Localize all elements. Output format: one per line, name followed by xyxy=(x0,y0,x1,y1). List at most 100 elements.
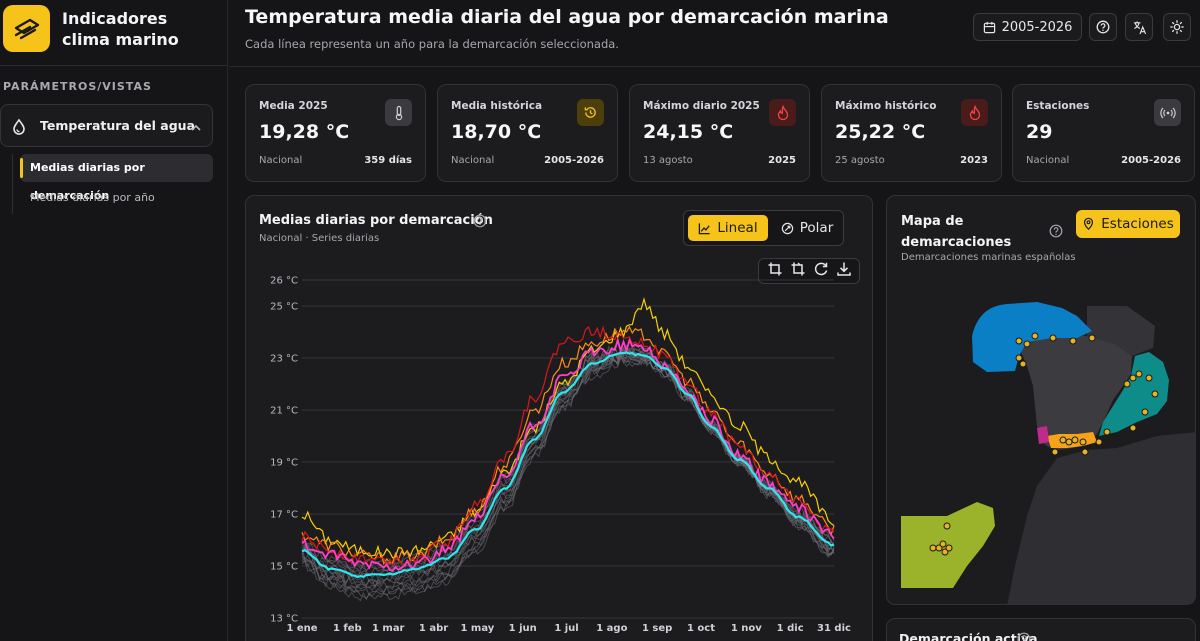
help-button[interactable] xyxy=(1089,13,1117,41)
station-marker[interactable] xyxy=(943,522,951,530)
station-marker[interactable] xyxy=(1065,438,1073,446)
stat-card-value: 29 xyxy=(1026,121,1053,143)
zoom-area-icon[interactable] xyxy=(767,261,783,281)
station-marker[interactable] xyxy=(1079,438,1087,446)
download-icon[interactable] xyxy=(836,261,852,281)
restore-icon[interactable] xyxy=(813,261,829,281)
station-marker[interactable] xyxy=(1059,436,1067,444)
station-marker[interactable] xyxy=(1031,332,1039,340)
toggle-polar-label: Polar xyxy=(799,220,834,236)
sidebar: Indicadores clima marino PARÁMETROS/VIST… xyxy=(0,0,228,641)
station-marker[interactable] xyxy=(945,544,953,552)
station-marker[interactable] xyxy=(1123,380,1131,388)
stat-card-scope: Nacional xyxy=(1026,155,1070,166)
map-sudatlantica[interactable] xyxy=(1037,426,1049,444)
station-marker[interactable] xyxy=(939,540,947,548)
stations-button[interactable]: Estaciones xyxy=(1076,210,1180,238)
help-icon[interactable] xyxy=(1017,631,1031,641)
polar-chart-icon xyxy=(781,222,793,234)
flame-icon xyxy=(961,99,988,126)
map-pin-icon xyxy=(1084,217,1094,231)
stat-card-date: 13 agosto xyxy=(643,155,693,166)
y-tick-label: 25 °C xyxy=(270,302,298,313)
map-panel: Mapa de demarcaciones Demarcaciones mari… xyxy=(886,195,1196,605)
station-marker[interactable] xyxy=(1151,390,1159,398)
station-marker[interactable] xyxy=(1015,354,1023,362)
chart-panel-title: Medias diarias por demarcación xyxy=(259,213,493,228)
map-panel-title: Mapa de demarcaciones xyxy=(901,214,1012,250)
theme-toggle-button[interactable] xyxy=(1163,13,1191,41)
flame-icon xyxy=(769,99,796,126)
date-range-button[interactable]: 2005-2026 xyxy=(973,13,1082,41)
stat-card-value: 25,22 °C xyxy=(835,121,926,143)
station-marker[interactable] xyxy=(1141,408,1149,416)
map-land-iberia xyxy=(1019,334,1132,450)
station-marker[interactable] xyxy=(1129,374,1137,382)
station-marker[interactable] xyxy=(1019,360,1027,368)
series-line-1 xyxy=(301,325,835,566)
station-marker[interactable] xyxy=(1129,424,1137,432)
line-chart-icon xyxy=(699,222,711,234)
x-tick-label: 1 mar xyxy=(372,623,405,634)
stat-card-scope: Nacional xyxy=(451,155,495,166)
help-icon[interactable] xyxy=(1049,223,1063,242)
antenna-icon xyxy=(1154,99,1181,126)
map-levantino-balear[interactable] xyxy=(1099,352,1169,436)
brand-title: Indicadores clima marino xyxy=(62,8,212,50)
stat-card-year: 2023 xyxy=(960,155,988,166)
station-marker[interactable] xyxy=(1071,436,1079,444)
brand: Indicadores clima marino xyxy=(0,0,228,66)
station-marker[interactable] xyxy=(1095,438,1103,446)
station-markers xyxy=(929,332,1159,556)
station-marker[interactable] xyxy=(941,548,949,556)
water-temperature-icon xyxy=(10,118,28,140)
sidebar-item-medias-anio[interactable]: Medias diarias por año xyxy=(30,191,155,204)
stat-card-label: Media 2025 xyxy=(259,100,328,112)
date-range-label: 2005-2026 xyxy=(1001,19,1073,35)
chart-panel-subtitle: Nacional · Series diarias xyxy=(259,233,380,244)
series-line-background-year xyxy=(301,350,835,590)
y-tick-label: 13 °C xyxy=(270,614,298,625)
sidebar-item-medias-demarcacion[interactable]: Medias diarias por demarcación xyxy=(20,154,213,202)
stat-card-value: 24,15 °C xyxy=(643,121,734,143)
toggle-polar-button[interactable]: Polar xyxy=(774,215,840,241)
stat-card-date: 25 agosto xyxy=(835,155,885,166)
y-tick-label: 19 °C xyxy=(270,458,298,469)
sidebar-group-water-temperature[interactable]: Temperatura del agua xyxy=(0,104,213,147)
toggle-lineal-button[interactable]: Lineal xyxy=(688,215,768,241)
stat-card-media-2025: Media 2025 19,28 °C Nacional 359 días xyxy=(245,84,426,182)
station-marker[interactable] xyxy=(1069,337,1077,345)
satellite-icon xyxy=(3,5,50,52)
zoom-reset-icon[interactable] xyxy=(790,261,806,281)
station-marker[interactable] xyxy=(1051,448,1059,456)
station-marker[interactable] xyxy=(1103,428,1111,436)
x-tick-label: 1 ago xyxy=(596,623,627,634)
station-marker[interactable] xyxy=(1088,334,1096,342)
stations-button-label: Estaciones xyxy=(1101,216,1174,232)
station-marker[interactable] xyxy=(929,544,937,552)
language-button[interactable] xyxy=(1125,13,1153,41)
series-line-background-year xyxy=(301,348,835,583)
x-tick-label: 1 may xyxy=(460,623,494,634)
x-tick-label: 1 ene xyxy=(286,623,317,634)
stat-card-estaciones: Estaciones 29 Nacional 2005-2026 xyxy=(1012,84,1195,182)
station-marker[interactable] xyxy=(1081,448,1089,456)
sidebar-tree-line xyxy=(12,154,13,214)
station-marker[interactable] xyxy=(1049,334,1057,342)
station-marker[interactable] xyxy=(1135,370,1143,378)
station-marker[interactable] xyxy=(1015,337,1023,345)
map-panel-subtitle: Demarcaciones marinas españolas xyxy=(901,252,1076,263)
chart-panel: Medias diarias por demarcación Nacional … xyxy=(245,195,873,641)
x-tick-label: 1 jun xyxy=(509,623,537,634)
brand-title-line1: Indicadores xyxy=(62,9,168,28)
series-line-background-year xyxy=(301,341,835,570)
help-icon[interactable] xyxy=(473,213,487,232)
station-marker[interactable] xyxy=(1023,340,1031,348)
y-tick-label: 15 °C xyxy=(270,562,298,573)
sun-icon xyxy=(1170,20,1184,34)
station-marker[interactable] xyxy=(1145,374,1153,382)
sidebar-group-label: Temperatura del agua xyxy=(40,118,195,133)
x-tick-label: 31 dic xyxy=(817,623,851,634)
stat-card-label: Estaciones xyxy=(1026,100,1090,112)
x-tick-label: 1 sep xyxy=(642,623,672,634)
